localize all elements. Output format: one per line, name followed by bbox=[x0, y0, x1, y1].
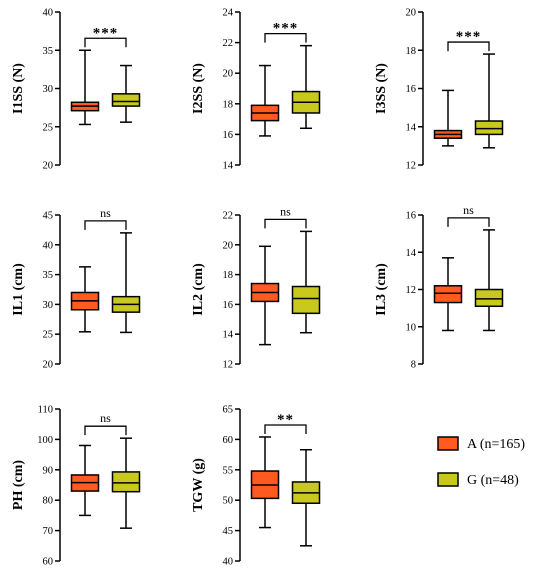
significance-bracket bbox=[447, 41, 490, 52]
significance-bracket bbox=[264, 33, 307, 43]
y-tick-label: 60 bbox=[223, 435, 234, 446]
y-tick-label: 90 bbox=[43, 465, 54, 476]
significance-bracket bbox=[264, 424, 307, 434]
y-tick-label: 18 bbox=[223, 99, 234, 110]
y-tick-label: 35 bbox=[43, 270, 54, 281]
y-tick-label: 16 bbox=[223, 130, 234, 141]
y-tick-label: 30 bbox=[43, 300, 54, 311]
chart-panel: 12 14 16 18 20 I3SS (N) *** bbox=[374, 8, 504, 172]
y-tick-label: 55 bbox=[223, 465, 234, 476]
y-tick-label: 20 bbox=[43, 161, 54, 172]
legend-swatch-g bbox=[437, 472, 459, 487]
significance-label: ** bbox=[277, 412, 294, 428]
y-tick-label: 22 bbox=[223, 211, 234, 222]
chart-panels: 20 25 30 35 40 I1SS (N) *** 14 16 18 20 22 24 I2SS (N… bbox=[11, 8, 504, 568]
chart-panel: 14 16 18 20 22 24 I2SS (N) *** bbox=[191, 8, 321, 172]
y-axis-label: IL3 (cm) bbox=[374, 263, 389, 316]
chart-panel: 8 10 12 14 16 IL3 (cm) ns bbox=[374, 203, 504, 371]
box-a bbox=[433, 285, 463, 304]
y-tick-label: 45 bbox=[223, 526, 234, 537]
chart-panel: 20 25 30 35 40 45 IL1 (cm) ns bbox=[11, 206, 141, 371]
y-tick-label: 40 bbox=[223, 557, 234, 568]
significance-label: ns bbox=[280, 204, 291, 218]
y-tick-label: 16 bbox=[406, 84, 417, 95]
y-tick-label: 16 bbox=[223, 300, 234, 311]
y-axis-label: IL1 (cm) bbox=[11, 263, 26, 316]
y-tick-label: 40 bbox=[43, 240, 54, 251]
y-tick-label: 16 bbox=[406, 211, 417, 222]
y-tick-label: 60 bbox=[43, 557, 54, 568]
y-axis-label: IL2 (cm) bbox=[191, 263, 206, 316]
y-tick-label: 100 bbox=[37, 435, 53, 446]
y-tick-label: 20 bbox=[406, 8, 417, 19]
significance-bracket bbox=[447, 217, 490, 227]
significance-bracket bbox=[84, 37, 127, 48]
y-tick-label: 20 bbox=[223, 240, 234, 251]
significance-bracket bbox=[84, 425, 127, 436]
y-axis-label: I3SS (N) bbox=[374, 63, 389, 114]
legend: A (n=165) G (n=48) bbox=[437, 436, 525, 488]
chart-panel: 20 25 30 35 40 I1SS (N) *** bbox=[11, 8, 141, 172]
y-tick-label: 18 bbox=[406, 46, 417, 57]
significance-bracket bbox=[264, 218, 307, 229]
y-tick-label: 70 bbox=[43, 526, 54, 537]
y-tick-label: 12 bbox=[223, 360, 234, 371]
y-axis-label: I1SS (N) bbox=[11, 63, 26, 114]
y-tick-label: 14 bbox=[406, 248, 417, 259]
box-g bbox=[474, 120, 504, 136]
y-tick-label: 45 bbox=[43, 211, 54, 222]
y-tick-label: 14 bbox=[223, 330, 234, 341]
legend-swatch-a bbox=[437, 436, 459, 451]
box-g bbox=[111, 471, 141, 493]
y-tick-label: 14 bbox=[223, 161, 234, 172]
y-tick-label: 22 bbox=[223, 38, 234, 49]
y-tick-label: 8 bbox=[411, 360, 416, 371]
y-tick-label: 35 bbox=[43, 46, 54, 57]
y-axis-label: TGW (g) bbox=[191, 458, 206, 512]
y-axis-label: PH (cm) bbox=[11, 460, 26, 510]
y-tick-label: 20 bbox=[43, 360, 54, 371]
box-g bbox=[474, 288, 504, 308]
chart-panel: 12 14 16 18 20 22 IL2 (cm) ns bbox=[191, 204, 321, 371]
y-tick-label: 40 bbox=[43, 8, 54, 19]
significance-bracket bbox=[84, 220, 127, 230]
significance-label: ns bbox=[100, 411, 111, 425]
legend-label-g: G (n=48) bbox=[467, 473, 519, 488]
y-tick-label: 20 bbox=[223, 69, 234, 80]
box-g bbox=[111, 93, 141, 107]
significance-label: ns bbox=[100, 206, 111, 220]
y-tick-label: 25 bbox=[43, 330, 54, 341]
significance-label: ns bbox=[463, 203, 474, 217]
y-tick-label: 110 bbox=[38, 405, 53, 416]
y-tick-label: 14 bbox=[406, 122, 417, 133]
y-tick-label: 12 bbox=[406, 285, 417, 296]
y-tick-label: 18 bbox=[223, 270, 234, 281]
y-tick-label: 25 bbox=[43, 122, 54, 133]
y-tick-label: 50 bbox=[223, 496, 234, 507]
y-axis-label: I2SS (N) bbox=[191, 63, 206, 114]
chart-panel: 60 70 80 90 100 110 PH (cm) ns bbox=[11, 405, 141, 568]
significance-label: *** bbox=[93, 25, 119, 41]
y-tick-label: 65 bbox=[223, 405, 234, 416]
significance-label: *** bbox=[273, 21, 299, 37]
chart-panel: 40 45 50 55 60 65 TGW (g) ** bbox=[191, 405, 321, 568]
significance-label: *** bbox=[456, 29, 482, 45]
y-tick-label: 12 bbox=[406, 161, 417, 172]
y-tick-label: 30 bbox=[43, 84, 54, 95]
y-tick-label: 24 bbox=[223, 8, 234, 19]
y-tick-label: 80 bbox=[43, 496, 54, 507]
y-tick-label: 10 bbox=[406, 322, 417, 333]
legend-label-a: A (n=165) bbox=[467, 437, 525, 452]
box-g bbox=[291, 285, 321, 315]
